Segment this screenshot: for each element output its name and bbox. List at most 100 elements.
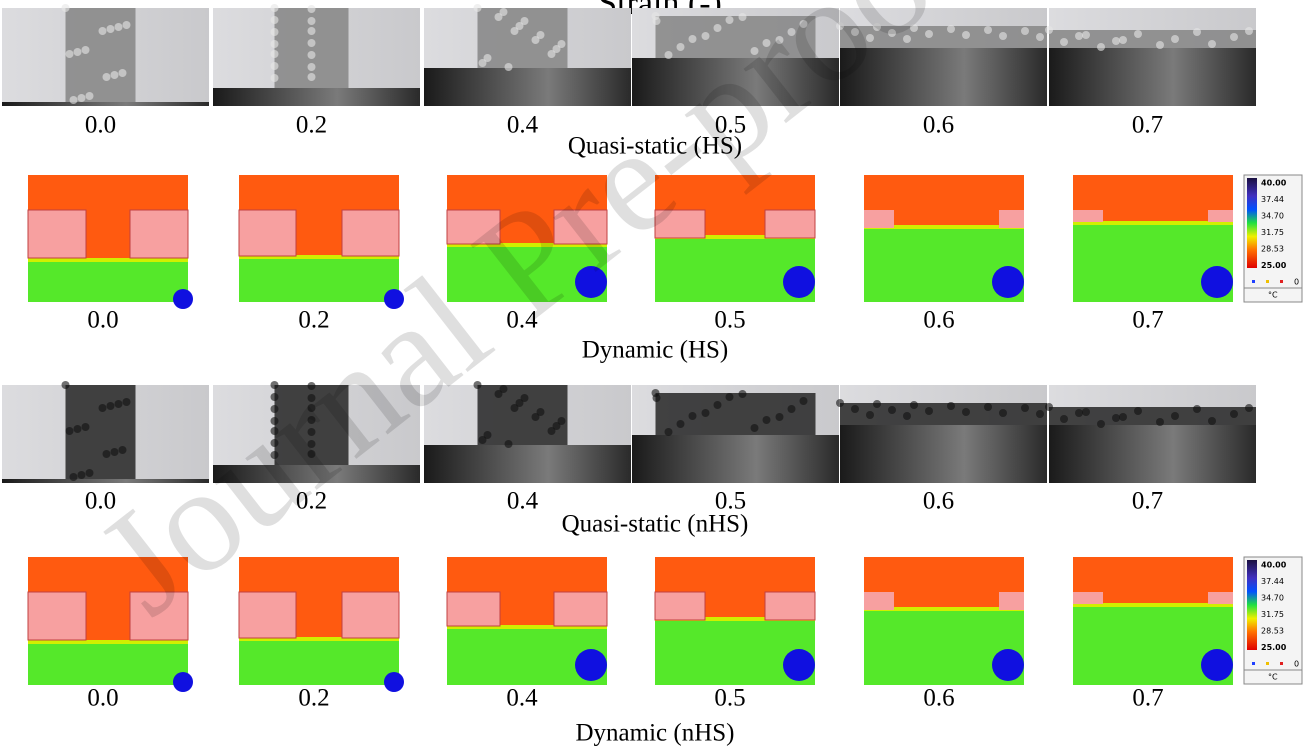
strain-label: 0.0 <box>85 112 116 139</box>
texture <box>984 403 992 411</box>
strain-label: 0.7 <box>1132 488 1163 515</box>
texture <box>307 428 316 436</box>
texture <box>61 4 70 12</box>
block <box>446 209 501 245</box>
texture <box>270 74 279 82</box>
texture <box>1171 412 1179 420</box>
thermal-edge <box>447 243 607 247</box>
texture <box>77 94 86 102</box>
panel-caption: Dynamic (HS) <box>582 337 729 364</box>
thermal-edge <box>1073 221 1233 225</box>
block <box>1073 592 1103 604</box>
texture <box>114 400 123 408</box>
texture <box>270 16 279 24</box>
texture <box>1119 413 1127 421</box>
marker <box>1201 649 1233 681</box>
texture <box>1060 415 1068 423</box>
texture <box>1036 410 1044 418</box>
strain-label: 0.0 <box>87 307 118 334</box>
colorbar-dot <box>1266 280 1269 283</box>
texture <box>531 36 540 44</box>
texture <box>664 51 673 59</box>
strain-label: 0.5 <box>714 685 745 712</box>
texture <box>499 8 508 16</box>
texture <box>1045 26 1053 34</box>
thermal-edge <box>655 617 815 621</box>
thermal-edge <box>447 625 607 629</box>
texture <box>81 423 90 431</box>
block <box>1073 210 1103 222</box>
texture <box>947 25 955 33</box>
texture <box>270 451 279 459</box>
texture <box>676 43 685 51</box>
texture <box>984 26 992 34</box>
texture <box>307 450 316 458</box>
specimen <box>655 16 816 58</box>
colorbar-label: 28.53 <box>1261 245 1284 254</box>
texture <box>65 427 74 435</box>
texture <box>77 471 86 479</box>
texture <box>118 69 127 77</box>
texture <box>652 394 661 402</box>
texture <box>106 402 115 410</box>
texture <box>1193 28 1201 36</box>
texture <box>307 51 316 59</box>
thermal-edge <box>239 255 399 259</box>
texture <box>925 407 933 415</box>
texture <box>473 381 482 389</box>
texture <box>738 390 747 398</box>
texture <box>504 63 513 71</box>
panel-caption: Dynamic (nHS) <box>576 720 735 747</box>
thermal-edge <box>864 225 1024 229</box>
texture <box>873 23 881 31</box>
texture <box>999 32 1007 40</box>
texture <box>307 394 316 402</box>
texture <box>69 96 78 104</box>
texture <box>307 63 316 71</box>
colorbar-label: 34.70 <box>1261 594 1284 603</box>
texture <box>1208 40 1216 48</box>
block <box>1208 210 1233 222</box>
block <box>999 592 1024 610</box>
texture <box>1021 404 1029 412</box>
texture <box>799 20 808 28</box>
texture <box>504 440 513 448</box>
texture <box>515 22 524 30</box>
texture <box>102 73 111 81</box>
texture <box>1045 403 1053 411</box>
texture <box>270 4 279 12</box>
texture <box>98 404 107 412</box>
texture <box>110 448 119 456</box>
texture <box>713 24 722 32</box>
texture <box>510 27 519 35</box>
texture <box>270 405 279 413</box>
texture <box>725 16 734 24</box>
colorbar-label: 31.75 <box>1261 610 1284 619</box>
texture <box>552 45 561 53</box>
colorbar-marker: 0 <box>1294 278 1299 287</box>
texture <box>547 427 556 435</box>
texture <box>787 405 796 413</box>
marker <box>1201 266 1233 298</box>
texture <box>903 412 911 420</box>
block <box>129 209 189 259</box>
colorbar-label: 25.00 <box>1261 261 1287 270</box>
texture <box>1021 27 1029 35</box>
texture <box>762 39 771 47</box>
texture <box>547 50 556 58</box>
texture <box>536 408 545 416</box>
colorbar-label: 31.75 <box>1261 228 1284 237</box>
colorbar-label: 25.00 <box>1261 643 1287 652</box>
platen <box>1049 48 1256 106</box>
colorbar-dot <box>1266 662 1269 665</box>
texture <box>73 425 82 433</box>
thermal-edge <box>864 607 1024 611</box>
texture <box>947 402 955 410</box>
texture <box>557 417 566 425</box>
platen <box>632 58 839 106</box>
texture <box>799 397 808 405</box>
texture <box>1036 33 1044 41</box>
thermal-bg <box>239 639 399 685</box>
colorbar-label: 34.70 <box>1261 212 1284 221</box>
